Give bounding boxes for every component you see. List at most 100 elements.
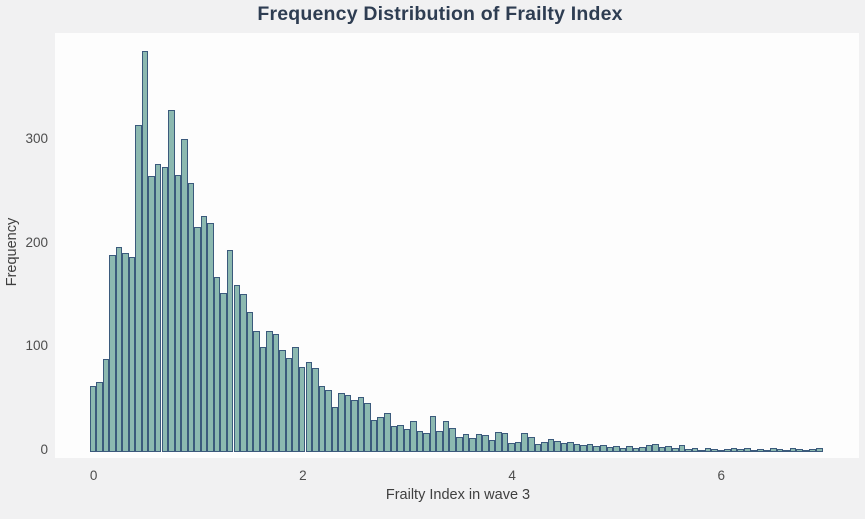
histogram-bar <box>678 445 686 452</box>
histogram-bar <box>770 448 777 452</box>
histogram-bar <box>233 285 241 452</box>
histogram-bar <box>246 312 254 452</box>
histogram-bar <box>194 227 201 452</box>
histogram-bar <box>501 433 509 452</box>
histogram-bar <box>593 446 600 452</box>
histogram-bar <box>717 450 725 452</box>
histogram-bar <box>698 450 705 452</box>
histogram-bar <box>397 425 404 452</box>
histogram-bar <box>442 421 450 452</box>
histogram-bar <box>122 253 129 452</box>
histogram-bar <box>691 448 699 452</box>
histogram-bar <box>325 390 332 452</box>
histogram-bar <box>685 449 692 452</box>
histogram-bar <box>135 125 142 452</box>
histogram-bar <box>521 433 529 452</box>
histogram-bar <box>528 437 535 452</box>
histogram-bar <box>154 164 162 452</box>
x-tick-label: 2 <box>299 468 307 483</box>
histogram-bar <box>776 449 784 452</box>
histogram-bar <box>109 255 116 452</box>
x-tick-label: 6 <box>717 468 726 483</box>
histogram-bar <box>240 294 247 452</box>
histogram-bar <box>658 447 666 452</box>
histogram-bar <box>357 397 365 452</box>
histogram-bar <box>802 450 810 452</box>
histogram-bar <box>534 444 542 452</box>
histogram-bar <box>789 448 797 452</box>
y-tick-label: 200 <box>25 234 48 250</box>
histogram-bar <box>181 139 188 452</box>
histogram-bar <box>89 386 97 452</box>
histogram-bar <box>711 449 718 452</box>
y-tick-label: 100 <box>25 338 48 354</box>
histogram-bar <box>763 450 771 452</box>
histogram-bar <box>619 448 627 452</box>
histogram-bar <box>730 448 738 452</box>
histogram-bar <box>168 110 175 452</box>
histogram-bar <box>298 367 306 452</box>
histogram-bar <box>672 448 679 452</box>
histogram-bar <box>148 176 155 452</box>
histogram-bar <box>724 449 731 452</box>
histogram-bar <box>547 439 555 452</box>
histogram-bar <box>416 431 424 452</box>
histogram-bar <box>567 442 574 452</box>
histogram-bar <box>364 403 371 452</box>
x-axis-label: Frailty Index in wave 3 <box>385 487 531 503</box>
histogram-bar <box>226 250 234 452</box>
histogram-bar <box>312 368 319 452</box>
histogram-bar <box>560 443 568 452</box>
histogram-bar <box>102 359 110 452</box>
histogram-bar <box>626 446 633 452</box>
histogram-bar <box>744 448 751 452</box>
histogram-bar <box>331 407 339 452</box>
histogram-bar <box>809 449 816 452</box>
histogram-bar <box>606 447 614 452</box>
y-tick-label: 300 <box>25 130 48 146</box>
histogram-bar <box>96 382 103 452</box>
histogram-bar <box>429 416 437 452</box>
histogram-bar <box>253 331 260 452</box>
histogram-bar <box>318 386 326 452</box>
histogram-bar <box>580 445 587 452</box>
histogram-bar <box>488 440 496 452</box>
x-tick-label: 0 <box>89 468 98 483</box>
histogram-bar <box>403 429 411 452</box>
histogram-bar <box>128 257 136 452</box>
histogram-bar <box>652 444 659 452</box>
histogram-bar <box>462 434 470 452</box>
histogram-bar <box>266 331 273 452</box>
histogram-bar <box>370 420 378 452</box>
histogram-bar <box>285 358 293 452</box>
histogram-bar <box>410 421 417 452</box>
histogram-bar <box>377 417 385 452</box>
histogram-bar <box>187 183 195 452</box>
histogram-bar <box>213 277 221 452</box>
histogram-bar <box>272 334 280 452</box>
histogram-bar <box>390 426 398 452</box>
histogram-bar <box>645 445 653 452</box>
histogram-bar <box>554 441 561 452</box>
histogram-bar <box>783 450 790 452</box>
histogram-bar <box>338 393 345 452</box>
histogram-bar <box>161 167 169 452</box>
histogram-bar <box>436 431 443 452</box>
histogram-bar <box>508 443 515 452</box>
histogram-bar <box>475 434 483 452</box>
histogram-bar <box>632 448 640 452</box>
histogram-bar <box>141 51 149 452</box>
histogram-bar <box>469 438 476 452</box>
histogram-bar <box>541 442 548 452</box>
histogram-bar <box>737 449 744 452</box>
histogram-bar <box>279 350 286 452</box>
histogram-bar <box>384 413 391 452</box>
histogram-bar <box>259 347 267 452</box>
histogram-bar <box>573 444 581 452</box>
histogram-bar <box>639 447 646 452</box>
histogram-bar <box>305 362 313 452</box>
y-tick-label: 0 <box>40 442 48 457</box>
histogram-bar <box>351 400 358 452</box>
